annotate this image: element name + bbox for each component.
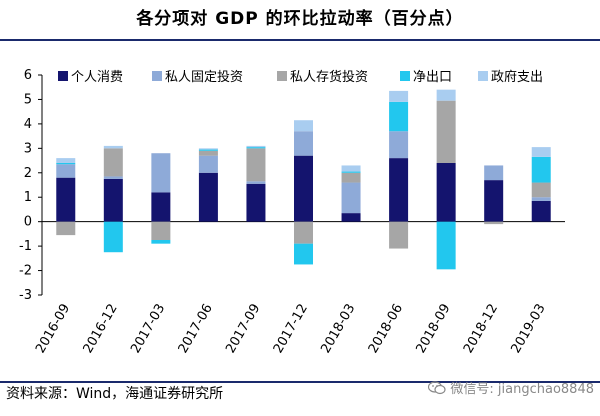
x-tick-label: 2017-03 (128, 302, 168, 357)
bar-3-2016-12 (103, 148, 123, 177)
legend-swatch-1 (58, 71, 68, 81)
bar-4-2018-06 (389, 101, 409, 132)
x-tick-label: 2016-12 (81, 302, 121, 357)
bar-4-2018-09 (436, 221, 456, 270)
bar-1-2016-12 (103, 178, 123, 222)
y-tick-label: 3 (24, 141, 32, 156)
legend-swatch-2 (152, 71, 162, 81)
y-tick-label: 0 (24, 215, 32, 230)
bar-1-2018-12 (484, 180, 504, 222)
bar-2-2018-06 (389, 131, 409, 159)
bar-2-2017-06 (198, 155, 218, 173)
bar-5-2018-09 (436, 89, 456, 101)
legend-swatch-5 (478, 71, 488, 81)
bar-layer (56, 89, 551, 270)
x-tick-label: 2019-03 (509, 302, 549, 357)
bar-2-2017-03 (151, 153, 171, 193)
y-tick-label: 1 (24, 190, 32, 205)
title-divider (0, 39, 600, 41)
bar-1-2017-03 (151, 192, 171, 222)
y-tick-label: -3 (19, 288, 32, 303)
bar-4-2017-12 (294, 243, 313, 265)
bar-1-2018-06 (389, 158, 409, 222)
watermark: 微信号: jiangchao8848 (428, 378, 594, 397)
bar-3-2018-03 (341, 172, 361, 183)
legend-label-1: 个人消费 (71, 70, 123, 85)
bar-5-2018-03 (341, 165, 361, 172)
bar-2-2018-03 (341, 182, 361, 214)
y-tick-label: 5 (24, 92, 32, 107)
bar-3-2018-09 (436, 100, 456, 163)
bar-2-2016-09 (56, 164, 76, 178)
x-tick-label: 2017-06 (176, 302, 216, 357)
bar-5-2018-06 (389, 90, 409, 102)
y-tick-label: 6 (24, 68, 32, 83)
legend-label-3: 私人存货投资 (290, 69, 368, 85)
bar-4-2018-03 (341, 171, 361, 173)
watermark-text: 微信号: jiangchao8848 (450, 382, 594, 397)
bar-2-2017-12 (294, 131, 313, 156)
bar-1-2017-09 (246, 183, 266, 222)
chart-title: 各分项对 GDP 的环比拉动率（百分点） (136, 9, 464, 29)
bar-2-2017-09 (246, 181, 266, 184)
bar-4-2019-03 (531, 156, 551, 183)
x-tick-label: 2018-09 (413, 302, 453, 357)
bar-4-2016-12 (103, 221, 123, 253)
bar-1-2017-12 (294, 155, 313, 222)
bar-3-2017-09 (246, 148, 266, 182)
bar-3-2017-06 (198, 150, 218, 156)
bar-1-2018-09 (436, 163, 456, 222)
bar-4-2016-09 (56, 163, 76, 165)
y-tick-label: 2 (24, 166, 32, 181)
bar-3-2019-03 (531, 182, 551, 198)
bar-2-2016-12 (103, 176, 123, 179)
bar-3-2018-06 (389, 221, 409, 249)
x-tick-label: 2017-12 (271, 302, 311, 357)
legend-swatch-3 (277, 71, 287, 81)
bar-5-2017-09 (246, 145, 266, 148)
x-tick-label: 2018-03 (318, 302, 358, 357)
bar-5-2017-12 (294, 120, 313, 132)
bar-4-2017-03 (151, 240, 171, 244)
x-tick-label: 2016-09 (33, 302, 73, 357)
bar-2-2018-12 (484, 165, 504, 181)
bar-3-2018-12 (484, 221, 504, 225)
bar-3-2016-09 (56, 221, 76, 236)
y-tick-label: -2 (19, 264, 32, 279)
bar-3-2017-12 (294, 221, 313, 244)
bar-5-2016-09 (56, 158, 76, 163)
bar-1-2018-03 (341, 213, 361, 222)
bar-1-2016-09 (56, 177, 76, 222)
bar-4-2017-09 (246, 147, 266, 149)
x-tick-label: 2017-09 (223, 302, 263, 357)
bar-4-2017-06 (198, 149, 218, 151)
x-tick-label: 2018-06 (366, 302, 406, 357)
legend: 个人消费 私人固定投资 私人存货投资 净出口 政府支出 (58, 69, 543, 85)
y-tick-label: -1 (19, 239, 32, 254)
footer-divider (0, 381, 600, 383)
bar-1-2017-06 (198, 172, 218, 222)
legend-label-4: 净出口 (413, 70, 452, 85)
x-tick-label: 2018-12 (461, 302, 501, 357)
stacked-bar-chart: 个人消费 私人固定投资 私人存货投资 净出口 政府支出 -3 -2 -1 0 1 2 3 4 5 6 201… (19, 68, 565, 356)
bar-5-2019-03 (531, 147, 551, 157)
wechat-icon (428, 380, 447, 394)
bar-5-2016-12 (103, 145, 123, 149)
bar-5-2017-06 (198, 148, 218, 150)
bar-2-2019-03 (531, 197, 551, 201)
legend-label-2: 私人固定投资 (165, 69, 243, 85)
legend-swatch-4 (400, 71, 410, 81)
source-note: 资料来源：Wind，海通证券研究所 (6, 386, 224, 402)
y-tick-label: 4 (24, 117, 32, 132)
legend-label-5: 政府支出 (491, 70, 543, 85)
bar-3-2017-03 (151, 221, 171, 240)
bar-1-2019-03 (531, 200, 551, 222)
